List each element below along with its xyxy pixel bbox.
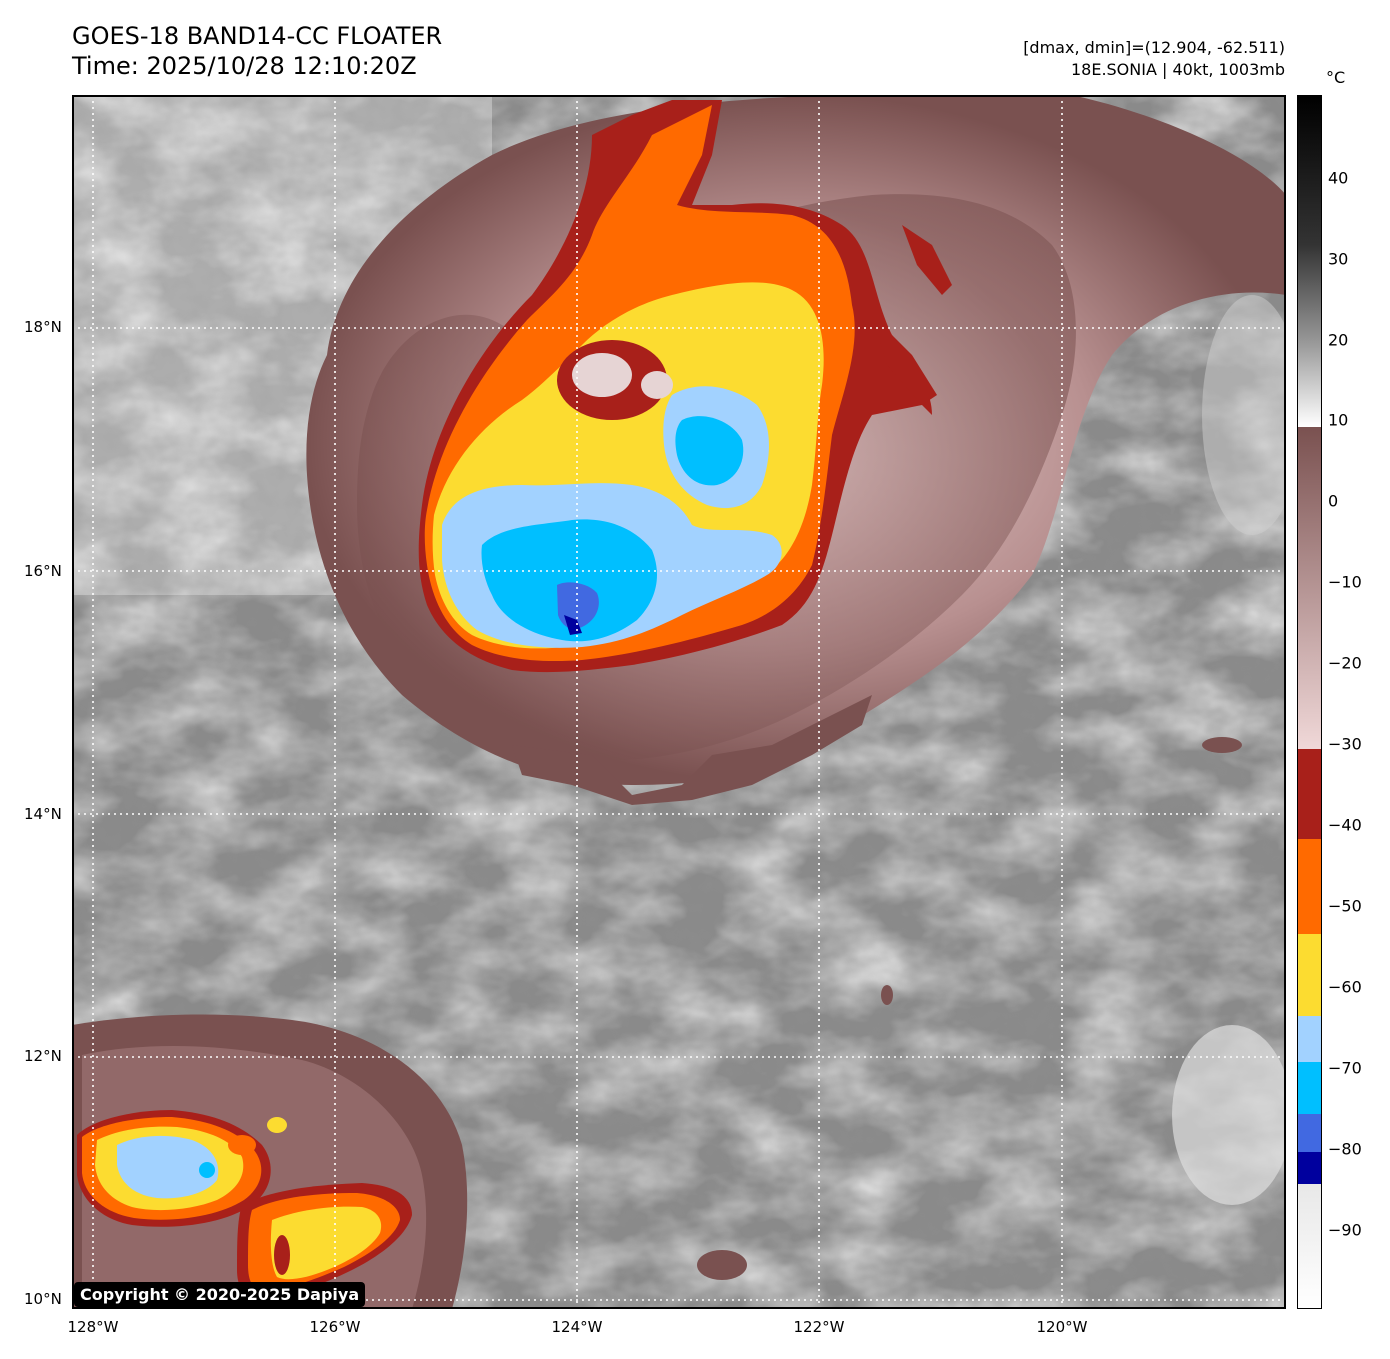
lon-label-120w: 120°W — [1036, 1318, 1088, 1336]
title-line-1: GOES-18 BAND14-CC FLOATER — [72, 22, 443, 50]
small-cell — [1202, 737, 1242, 753]
graticule — [72, 95, 1286, 1309]
title-line-2: Time: 2025/10/28 12:10:20Z — [72, 52, 417, 80]
lat-label-10n: 10°N — [24, 1290, 62, 1308]
colorbar-tick: 0 — [1328, 491, 1339, 511]
lat-label-18n: 18°N — [24, 318, 62, 336]
outer-band — [902, 225, 952, 295]
colorbar-tick: −70 — [1328, 1058, 1362, 1078]
colorbar-tick: 20 — [1328, 330, 1349, 350]
lat-label-16n: 16°N — [24, 562, 62, 580]
lon-label-128w: 128°W — [67, 1318, 119, 1336]
lat-label-12n: 12°N — [24, 1047, 62, 1065]
storm-core — [418, 100, 933, 673]
storm-info: 18E.SONIA | 40kt, 1003mb — [1070, 60, 1285, 79]
lat-label-14n: 14°N — [24, 805, 62, 823]
colorbar-tick: 30 — [1328, 249, 1349, 269]
colorbar-tick: −40 — [1328, 815, 1362, 835]
colorbar-tick: −20 — [1328, 653, 1362, 673]
colorbar-tick: −10 — [1328, 572, 1362, 592]
colorbar-tick: −50 — [1328, 896, 1362, 916]
colorbar-tick: −60 — [1328, 977, 1362, 997]
colorbar-tick: −90 — [1328, 1220, 1362, 1240]
lon-label-124w: 124°W — [551, 1318, 603, 1336]
colorbar — [1297, 95, 1322, 1309]
copyright-badge: Copyright © 2020-2025 Dapiya — [74, 1282, 366, 1307]
colorbar-tick: 10 — [1328, 410, 1349, 430]
secondary-storm-core — [77, 1110, 412, 1301]
satellite-map — [72, 95, 1286, 1309]
map-frame — [72, 95, 1286, 1309]
lon-label-122w: 122°W — [793, 1318, 845, 1336]
colorbar-tick: 40 — [1328, 168, 1349, 188]
lon-label-126w: 126°W — [309, 1318, 361, 1336]
colorbar-unit: °C — [1326, 68, 1346, 87]
colorbar-tick: −80 — [1328, 1139, 1362, 1159]
colorbar-tick: −30 — [1328, 734, 1362, 754]
dmax-dmin-readout: [dmax, dmin]=(12.904, -62.511) — [1023, 38, 1285, 57]
